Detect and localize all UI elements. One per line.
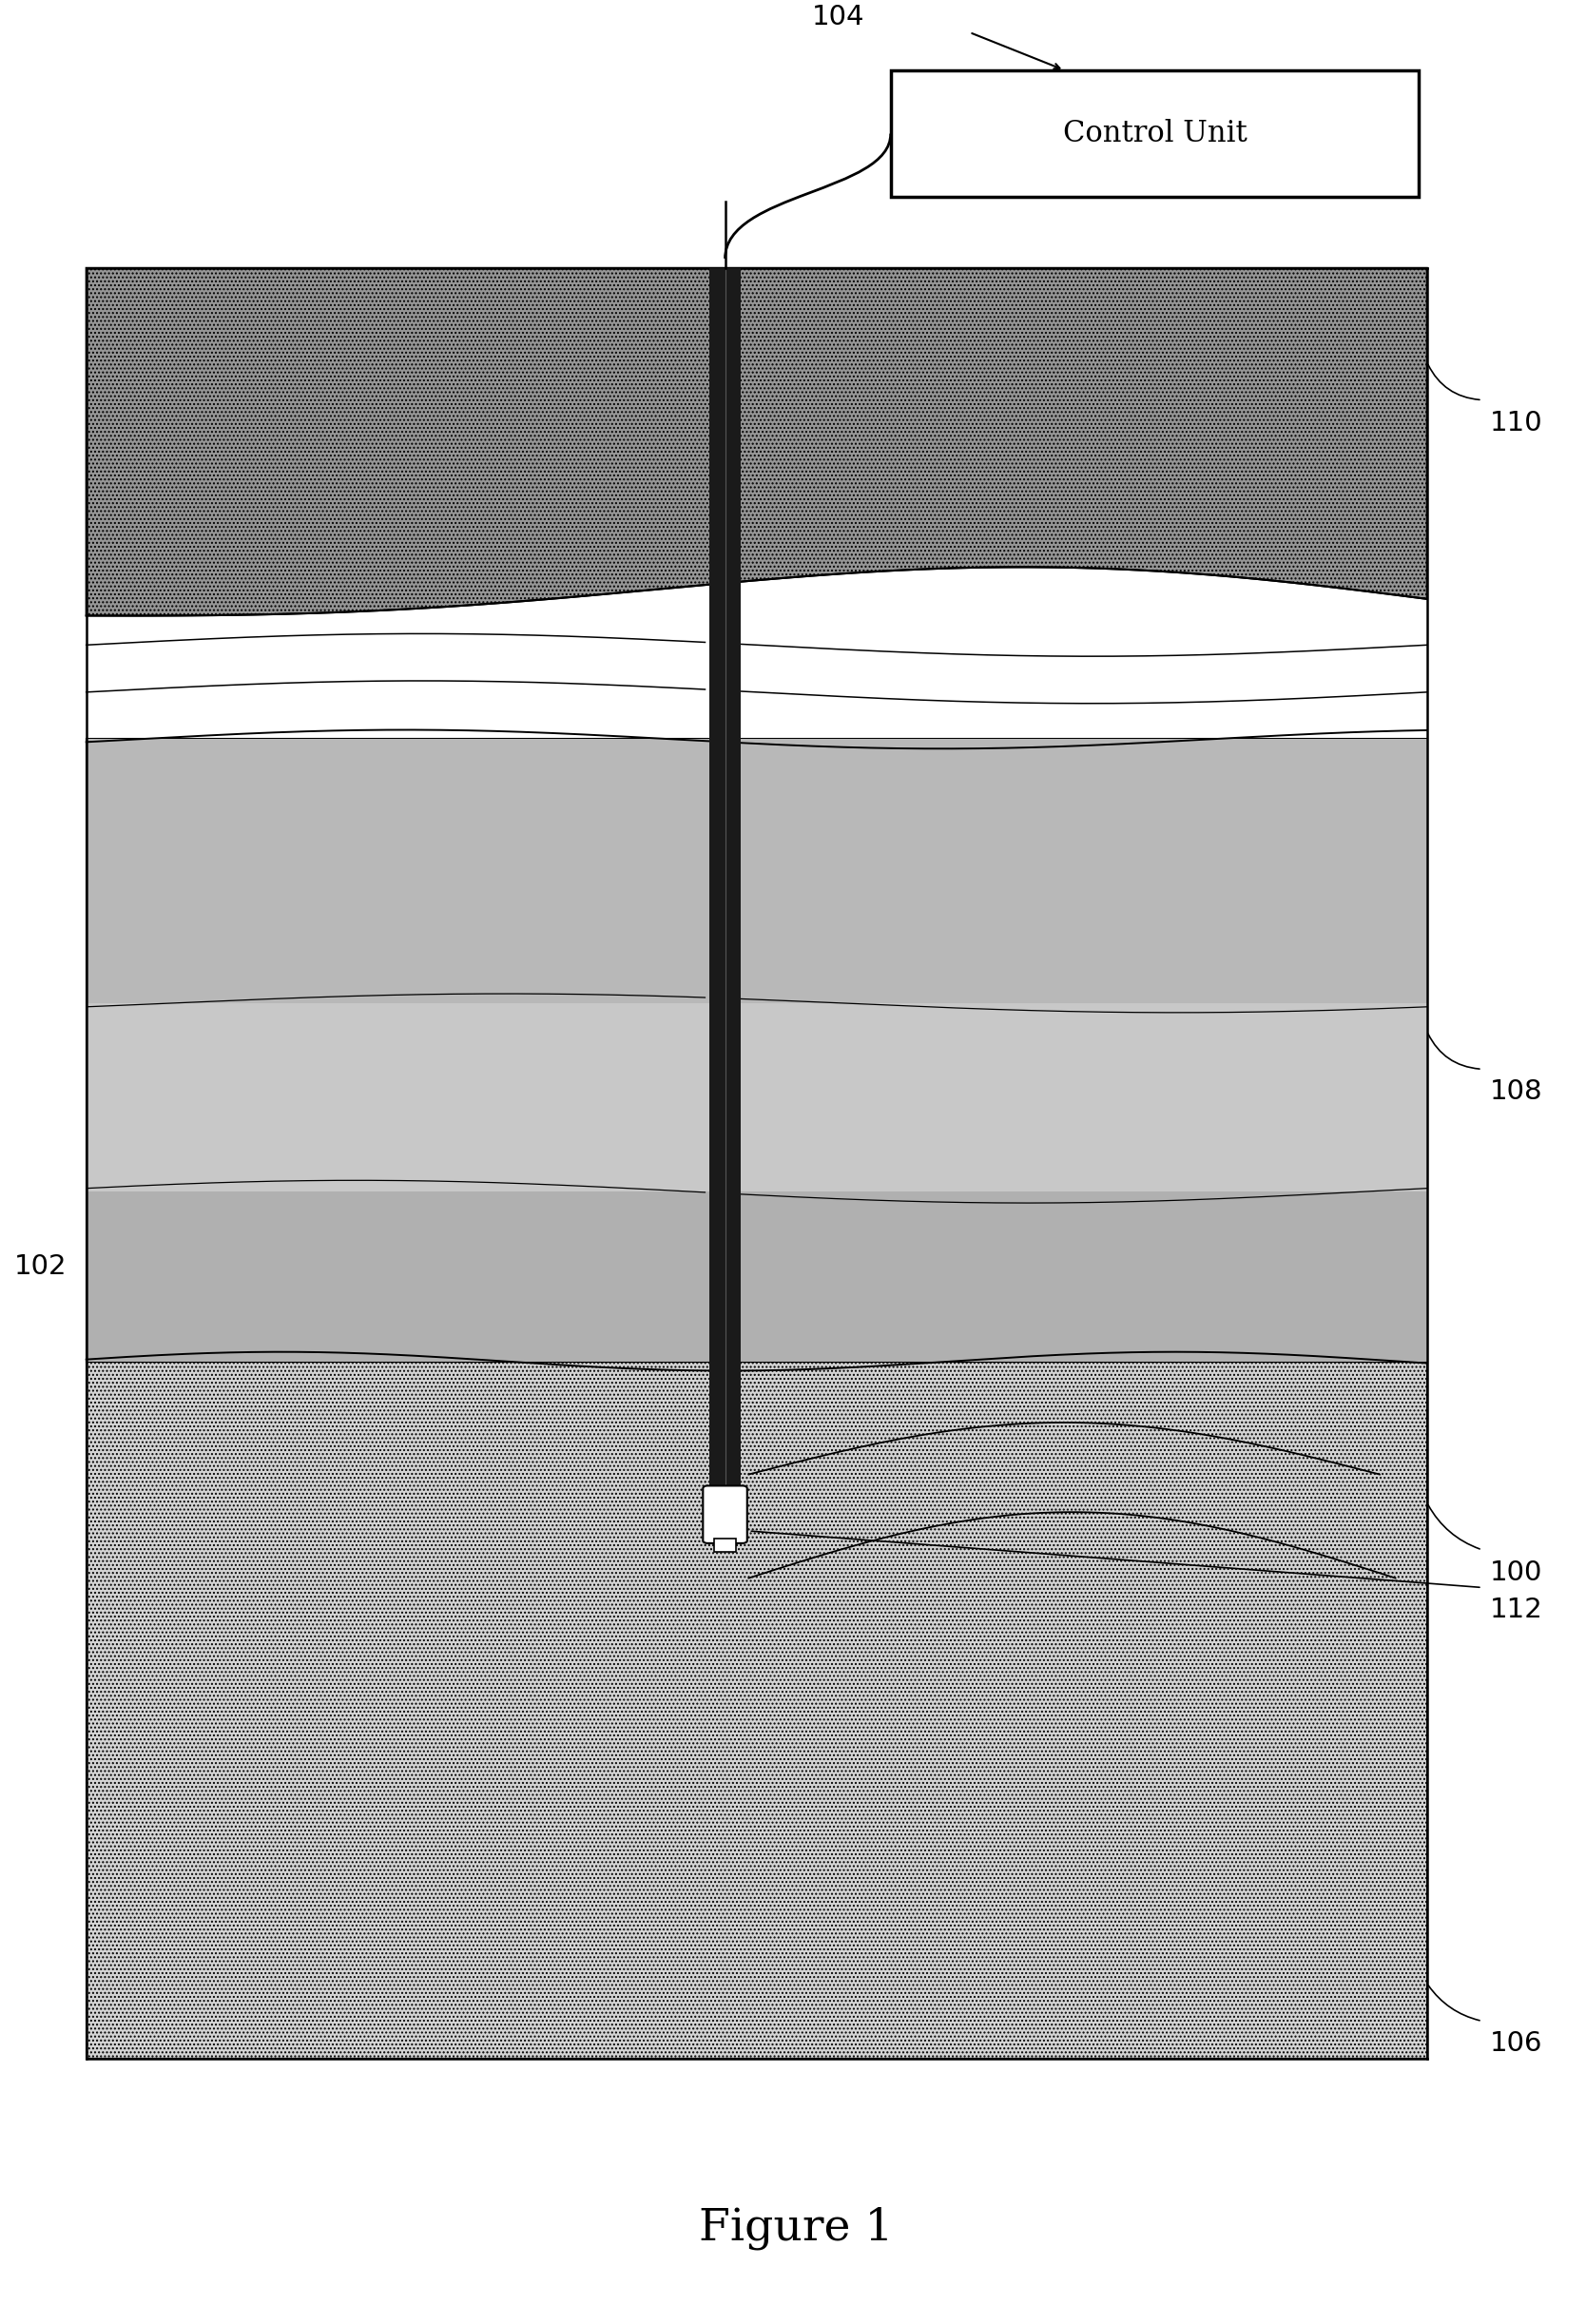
Text: 110: 110 — [1489, 409, 1543, 437]
Text: Figure 1: Figure 1 — [699, 2208, 893, 2250]
Text: 100: 100 — [1489, 1559, 1543, 1585]
Bar — [86, 739, 1427, 1004]
FancyBboxPatch shape — [703, 1485, 747, 1543]
Bar — [86, 739, 1427, 1362]
Text: 108: 108 — [1489, 1078, 1543, 1106]
Text: 104: 104 — [812, 5, 864, 30]
Text: 106: 106 — [1489, 2031, 1543, 2057]
Bar — [86, 1362, 1427, 2059]
Bar — [709, 267, 741, 1490]
Bar — [891, 70, 1419, 198]
Bar — [86, 1004, 1427, 1192]
Text: 112: 112 — [1489, 1597, 1543, 1624]
Polygon shape — [86, 267, 1427, 616]
Bar — [86, 1192, 1427, 1362]
Text: Control Unit: Control Unit — [1063, 119, 1247, 149]
Bar — [714, 1538, 736, 1552]
Text: 102: 102 — [14, 1253, 67, 1281]
